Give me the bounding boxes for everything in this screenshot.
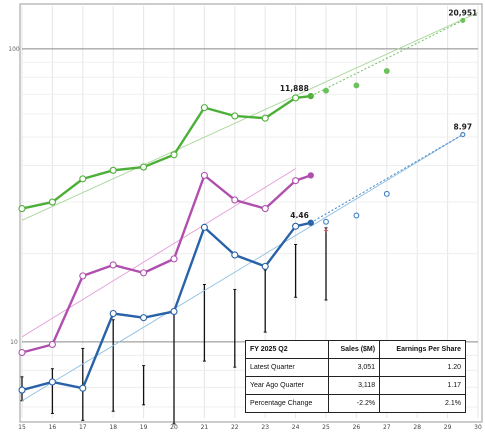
x-tick-label: 23 [261, 424, 269, 431]
price-point [18, 348, 26, 357]
earnings-point [261, 262, 269, 270]
red-marker-icon: + [323, 226, 329, 234]
x-tick-label: 24 [292, 424, 300, 431]
x-tick-label: 18 [109, 424, 117, 431]
summary-table: FY 2025 Q2 Sales ($M) Earnings Per Share… [244, 340, 466, 413]
sales-point [109, 166, 117, 174]
table-title: FY 2025 Q2 [244, 340, 330, 359]
sales-point [200, 104, 208, 112]
eps-column-header: Earnings Per Share [379, 340, 466, 359]
sales-projected-label: 20,951 [448, 8, 477, 17]
sales-point [231, 112, 239, 120]
sales-value: 3,118 [328, 376, 381, 395]
price-point [79, 272, 87, 280]
earnings-point [292, 222, 300, 230]
earnings-point [200, 223, 208, 231]
price-point [292, 177, 300, 185]
earnings-point [170, 307, 178, 316]
earnings-projection-point [460, 131, 466, 138]
earnings-current-label: 4.46 [290, 211, 309, 220]
series-lines [18, 92, 314, 394]
table-row: Percentage Change -2.2% 2.1% [244, 394, 466, 413]
earnings-projection-line [310, 134, 464, 224]
row-label: Year Ago Quarter [244, 376, 330, 395]
sales-point [48, 198, 56, 206]
sales-point [170, 151, 178, 159]
table-row: Year Ago Quarter 3,118 1.17 [244, 376, 466, 395]
price-range-bars [20, 227, 328, 425]
sales-value: -2.2% [328, 394, 381, 413]
sales-current-label: 11,888 [280, 84, 309, 93]
earnings-point [48, 378, 56, 386]
x-tick-label: 27 [383, 424, 391, 431]
earnings-projection-point [323, 218, 329, 225]
price-point [307, 172, 314, 179]
sales-projection-point [383, 68, 390, 74]
x-tick-label: 25 [322, 424, 330, 431]
x-tick-label: 16 [49, 424, 57, 431]
x-tick-label: 22 [231, 424, 239, 431]
sales-projection-point [323, 87, 329, 94]
earnings-projected-label: 8.97 [454, 123, 473, 132]
x-tick-label: 15 [18, 424, 26, 431]
price-point [170, 255, 178, 263]
sales-projection-point [460, 17, 466, 23]
x-tick-label: 20 [170, 424, 178, 431]
x-tick-label: 17 [79, 424, 87, 431]
sales-point [140, 163, 148, 171]
x-tick-label: 26 [353, 424, 361, 431]
earnings-point [79, 384, 87, 392]
sales-projection-point [353, 82, 360, 89]
price-point [48, 340, 56, 349]
table-row: Latest Quarter 3,051 1.20 [244, 358, 466, 377]
x-tick-label: 30 [474, 424, 482, 431]
y-axis-ticks: 10 100 [8, 46, 20, 346]
x-tick-label: 21 [201, 424, 209, 431]
projections [310, 17, 466, 225]
price-point [140, 269, 148, 277]
earnings-projection-point [353, 212, 360, 219]
eps-value: 1.20 [379, 358, 466, 377]
sales-point [18, 205, 26, 213]
sales-projection-line [310, 19, 464, 97]
earnings-point [231, 251, 239, 259]
price-point [200, 171, 208, 179]
x-tick-label: 29 [444, 424, 452, 431]
x-axis-ticks: 15 16 17 18 19 20 21 22 23 24 25 26 27 28 29 30 [18, 424, 482, 431]
earnings-point [18, 386, 26, 394]
y-tick-label: 100 [8, 46, 20, 53]
earnings-projection-point [383, 190, 390, 197]
sales-value: 3,051 [328, 358, 381, 377]
value-labels: 11,888 20,951 4.46 8.97 + [280, 8, 477, 234]
x-tick-label: 28 [413, 424, 421, 431]
y-tick-label: 10 [10, 339, 18, 346]
price-point [261, 205, 269, 213]
eps-value: 2.1% [379, 394, 466, 413]
earnings-point [109, 309, 117, 318]
price-point [109, 261, 117, 269]
row-label: Percentage Change [244, 394, 330, 413]
sales-point [79, 175, 87, 183]
sales-point [292, 94, 300, 102]
sales-column-header: Sales ($M) [328, 340, 381, 359]
sales-point [261, 114, 269, 122]
price-point [231, 196, 239, 204]
earnings-point [140, 314, 148, 322]
row-label: Latest Quarter [244, 358, 330, 377]
x-tick-label: 19 [140, 424, 148, 431]
table-header-row: FY 2025 Q2 Sales ($M) Earnings Per Share [244, 340, 466, 359]
eps-value: 1.17 [379, 376, 466, 395]
